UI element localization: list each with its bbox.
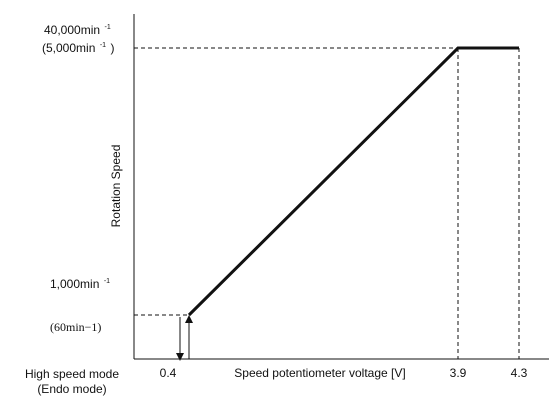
y-label-top-sub-main: (5,000min [42, 41, 95, 55]
y-label-bottom-main: 1,000min [50, 277, 99, 291]
y-axis-title: Rotation Speed [109, 145, 123, 228]
y-label-top-main: 40,000min [44, 23, 100, 37]
speed-curve-line [187, 46, 519, 317]
y-label-bottom-sup: -1 [104, 278, 110, 285]
mode-label-line1: High speed mode [25, 367, 119, 381]
y-label-bottom-sub: (60min−1) [50, 320, 101, 334]
mode-label-line2: (Endo mode) [37, 382, 106, 396]
x-tick-label-3-9: 3.9 [450, 366, 467, 380]
y-label-top: 40,000min -1 [44, 21, 111, 38]
x-axis-title: Speed potentiometer voltage [V] [234, 366, 405, 380]
x-tick-label-0-4: 0.4 [160, 366, 177, 380]
x-tick-label-4-3: 4.3 [511, 366, 528, 380]
y-label-bottom: 1,000min -1 [50, 275, 110, 292]
y-label-top-sub: (5,000min -1 ) [42, 34, 115, 56]
y-label-top-sub-sup: -1 [100, 42, 106, 49]
y-label-top-sub-close: ) [111, 41, 115, 55]
y-label-top-sup: -1 [105, 24, 111, 31]
